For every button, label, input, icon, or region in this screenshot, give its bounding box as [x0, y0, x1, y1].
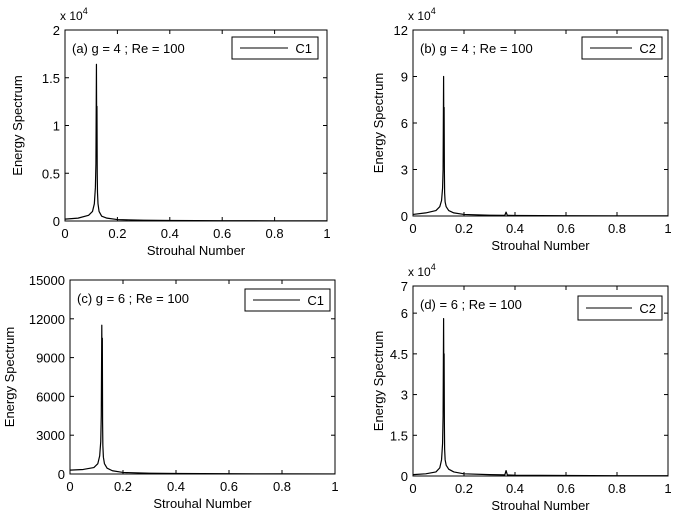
- legend-label: C2: [639, 301, 656, 316]
- y-tick-label: 15000: [29, 273, 65, 288]
- y-tick-label: 0.5: [42, 166, 60, 181]
- x-tick-label: 0: [66, 479, 73, 494]
- x-axis-label: Strouhal Number: [147, 243, 246, 258]
- x-tick-label: 0.2: [455, 221, 473, 236]
- x-tick-label: 0.8: [608, 481, 626, 496]
- y-tick-label: 9000: [36, 351, 65, 366]
- chart-panel-4: 0 0.2 0.4 0.6 0.8 1 0 1.5 3 4.5 6 7x 104 Strouhal Nu…: [371, 262, 672, 513]
- y-tick-label: 1.5: [42, 71, 60, 86]
- legend-label: C2: [639, 41, 656, 56]
- x-tick-label: 0.8: [266, 226, 284, 241]
- y-tick-label: 0: [401, 469, 408, 484]
- x-axis-label: Strouhal Number: [153, 496, 252, 511]
- x-axis-label: Strouhal Number: [491, 238, 590, 253]
- multiplier-base: x 10: [408, 265, 431, 279]
- multiplier-base: x 10: [408, 9, 431, 23]
- multiplier-base: x 10: [60, 9, 83, 23]
- series-line: [412, 75, 668, 217]
- y-tick-label: 0: [58, 467, 65, 482]
- chart-panel-1: 0 0.2 0.4 0.6 0.8 1 0 0.5 1 1.5 2x 104 Strouhal Num…: [10, 6, 331, 258]
- multiplier-exponent: 4: [83, 6, 88, 16]
- multiplier-exponent: 4: [431, 262, 436, 272]
- y-axis-label: Energy Spectrum: [10, 75, 25, 175]
- x-tick-label: 1: [664, 481, 671, 496]
- x-tick-label: 0.6: [557, 221, 575, 236]
- x-tick-label: 0.2: [455, 481, 473, 496]
- y-tick-label: 6: [401, 116, 408, 131]
- x-tick-label: 0.6: [557, 481, 575, 496]
- panel-label: (a) g = 4 ; Re = 100: [72, 41, 185, 56]
- multiplier-exponent: 4: [431, 6, 436, 16]
- panel-label: (b) g = 4 ; Re = 100: [420, 41, 533, 56]
- x-tick-label: 0.2: [114, 479, 132, 494]
- x-tick-label: 1: [323, 226, 330, 241]
- y-tick-label: 0: [53, 214, 60, 229]
- x-tick-label: 0: [61, 226, 68, 241]
- y-tick-label: 12000: [29, 312, 65, 327]
- x-tick-label: 0.4: [506, 221, 524, 236]
- panel-label: (c) g = 6 ; Re = 100: [77, 291, 189, 306]
- y-tick-label: 7: [401, 279, 408, 294]
- panel-label: (d) = 6 ; Re = 100: [420, 297, 522, 312]
- x-tick-label: 0.4: [167, 479, 185, 494]
- x-tick-label: 0.6: [220, 479, 238, 494]
- series-line: [69, 324, 336, 475]
- y-tick-label: 1: [53, 119, 60, 134]
- chart-panel-3: 0 0.2 0.4 0.6 0.8 1 0 3000 6000 9000 12000 15000 Str…: [2, 273, 339, 511]
- y-tick-label: 4.5: [390, 347, 408, 362]
- x-tick-label: 0.4: [506, 481, 524, 496]
- legend-label: C1: [307, 293, 324, 308]
- x-tick-label: 1: [664, 221, 671, 236]
- x-axis-label: Strouhal Number: [491, 498, 590, 513]
- legend-label: C1: [295, 41, 312, 56]
- series-line: [412, 317, 668, 477]
- x-tick-label: 0.8: [273, 479, 291, 494]
- x-tick-label: 0.4: [161, 226, 179, 241]
- plot-frame: [412, 285, 669, 477]
- y-tick-label: 9: [401, 70, 408, 85]
- series-line: [64, 63, 328, 222]
- x-tick-label: 1: [331, 479, 338, 494]
- y-tick-label: 6: [401, 306, 408, 321]
- x-tick-label: 0: [409, 481, 416, 496]
- y-tick-label: 3: [401, 388, 408, 403]
- y-tick-label: 1.5: [390, 428, 408, 443]
- y-tick-label: 2: [53, 23, 60, 38]
- axis-multiplier: x 104: [408, 262, 436, 279]
- x-tick-label: 0.6: [213, 226, 231, 241]
- x-tick-label: 0.8: [608, 221, 626, 236]
- axis-multiplier: x 104: [60, 6, 88, 23]
- chart-panel-2: 0 0.2 0.4 0.6 0.8 1 0 3 6 9 12x 104 Strouhal Number…: [371, 6, 672, 253]
- y-tick-label: 3000: [36, 428, 65, 443]
- y-tick-label: 6000: [36, 389, 65, 404]
- x-tick-label: 0.2: [108, 226, 126, 241]
- y-tick-label: 3: [401, 163, 408, 178]
- axis-multiplier: x 104: [408, 6, 436, 23]
- y-axis-label: Energy Spectrum: [371, 331, 386, 431]
- y-axis-label: Energy Spectrum: [2, 327, 17, 427]
- y-tick-label: 0: [401, 209, 408, 224]
- y-tick-label: 12: [394, 23, 408, 38]
- x-tick-label: 0: [409, 221, 416, 236]
- y-axis-label: Energy Spectrum: [371, 73, 386, 173]
